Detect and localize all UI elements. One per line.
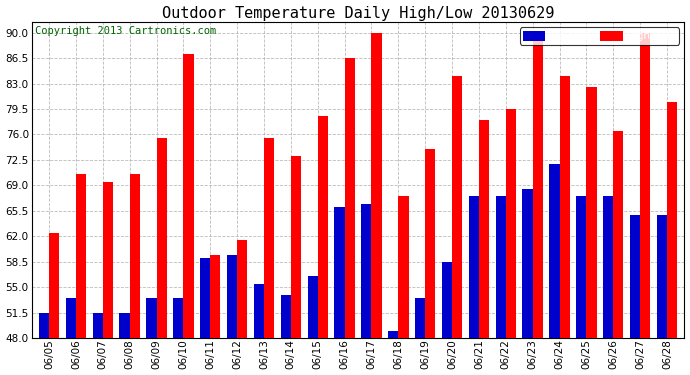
Bar	[39, 313, 49, 338]
Bar	[49, 233, 59, 338]
Bar	[157, 138, 167, 338]
Bar	[522, 189, 533, 338]
Bar	[362, 204, 371, 338]
Bar	[388, 331, 398, 338]
Bar	[667, 102, 677, 338]
Bar	[210, 255, 221, 338]
Bar	[371, 33, 382, 338]
Bar	[506, 109, 516, 338]
Bar	[237, 240, 247, 338]
Bar	[335, 207, 344, 338]
Bar	[344, 58, 355, 338]
Bar	[533, 33, 543, 338]
Bar	[479, 120, 489, 338]
Bar	[452, 76, 462, 338]
Title: Outdoor Temperature Daily High/Low 20130629: Outdoor Temperature Daily High/Low 20130…	[162, 6, 554, 21]
Bar	[549, 164, 560, 338]
Bar	[425, 149, 435, 338]
Bar	[227, 255, 237, 338]
Bar	[184, 54, 194, 338]
Bar	[200, 258, 210, 338]
Bar	[130, 174, 140, 338]
Bar	[640, 33, 650, 338]
Text: Copyright 2013 Cartronics.com: Copyright 2013 Cartronics.com	[35, 27, 216, 36]
Bar	[76, 174, 86, 338]
Bar	[603, 196, 613, 338]
Bar	[657, 214, 667, 338]
Bar	[442, 262, 452, 338]
Bar	[173, 298, 184, 338]
Bar	[92, 313, 103, 338]
Bar	[308, 276, 317, 338]
Bar	[495, 196, 506, 338]
Bar	[254, 284, 264, 338]
Bar	[264, 138, 274, 338]
Bar	[576, 196, 586, 338]
Bar	[317, 116, 328, 338]
Bar	[398, 196, 408, 338]
Bar	[586, 87, 597, 338]
Bar	[613, 131, 624, 338]
Bar	[103, 182, 113, 338]
Bar	[415, 298, 425, 338]
Bar	[630, 214, 640, 338]
Bar	[66, 298, 76, 338]
Bar	[119, 313, 130, 338]
Bar	[469, 196, 479, 338]
Legend: Low  (°F), High  (°F): Low (°F), High (°F)	[520, 27, 679, 45]
Bar	[281, 294, 291, 338]
Bar	[146, 298, 157, 338]
Bar	[560, 76, 570, 338]
Bar	[291, 156, 301, 338]
